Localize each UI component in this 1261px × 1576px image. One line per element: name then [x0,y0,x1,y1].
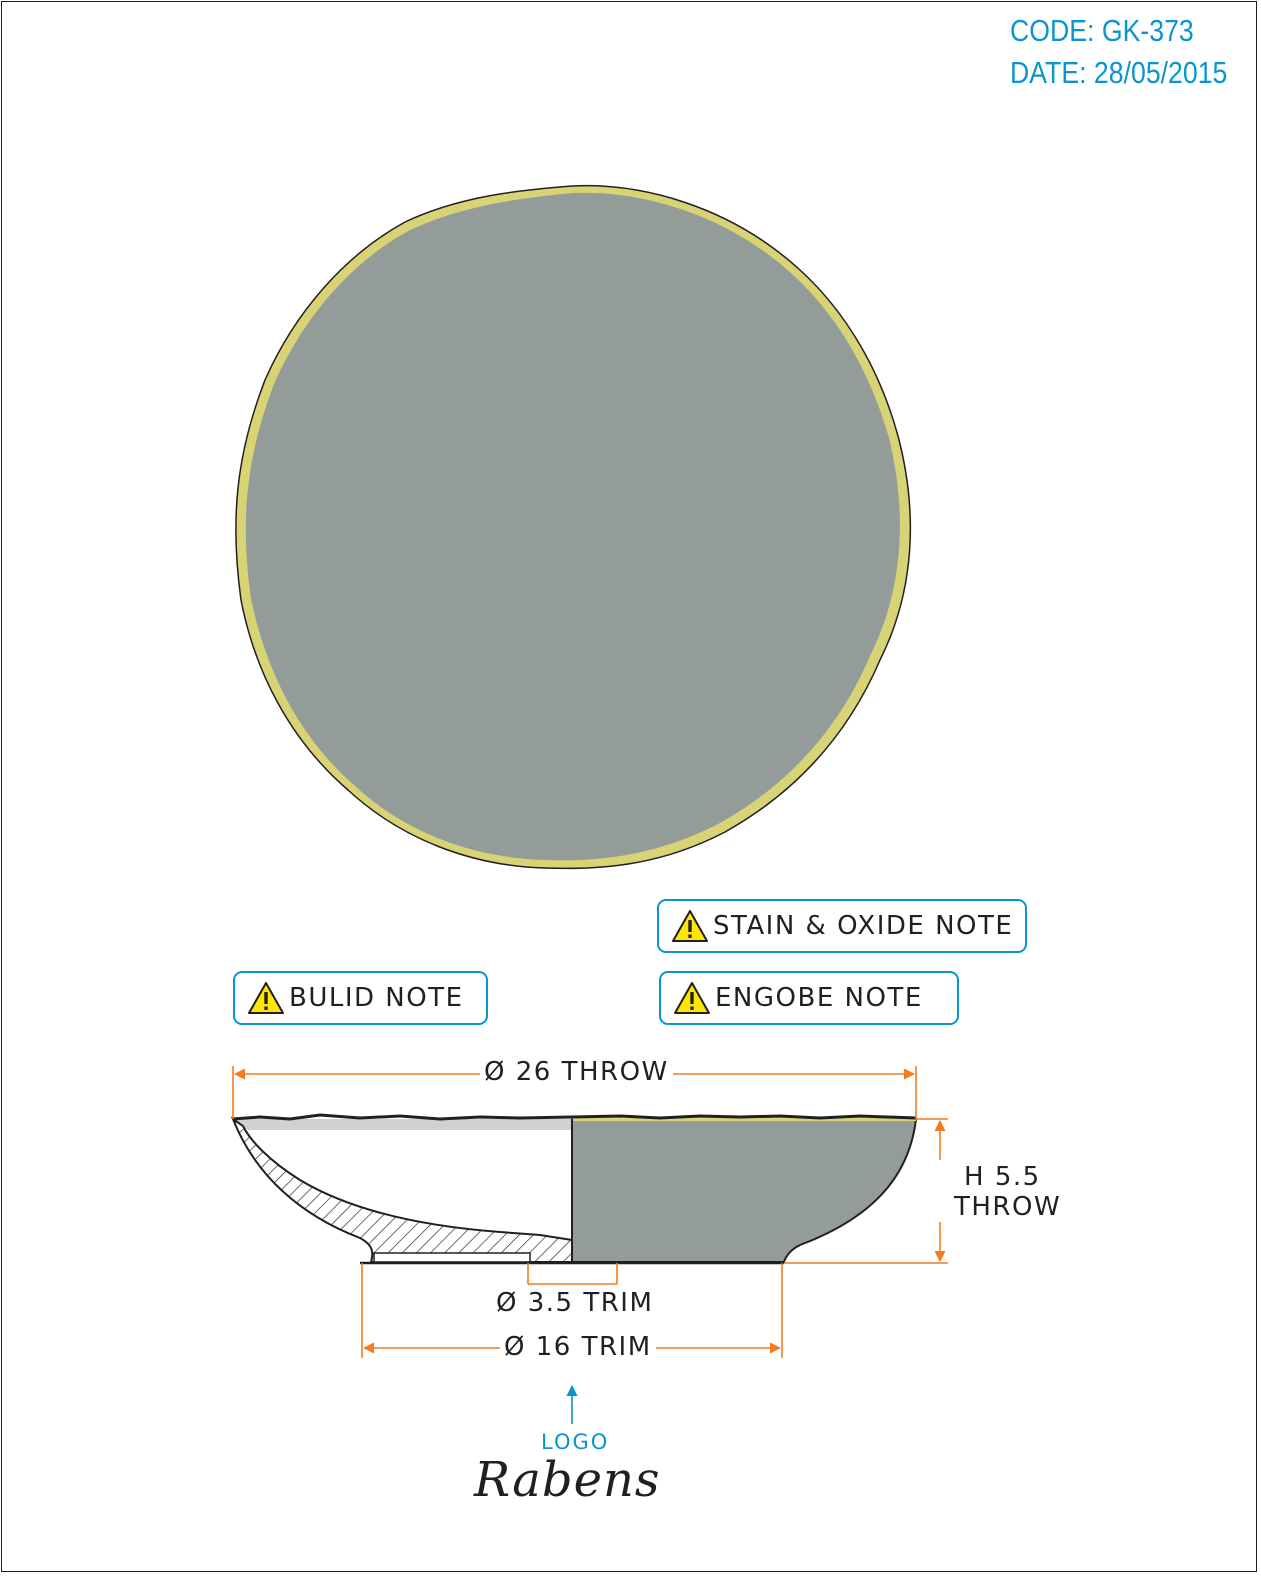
warning-icon [672,910,708,942]
drawing-date: DATE: 28/05/2015 [1010,55,1228,90]
foot-inner-label: Ø 3.5 TRIM [496,1288,654,1318]
warning-icon [248,982,284,1014]
build-note-label: BULID NOTE [289,983,464,1013]
foot-outer-label: Ø 16 TRIM [500,1332,656,1362]
engobe-note-label: ENGOBE NOTE [715,983,923,1013]
product-code: CODE: GK-373 [1010,13,1194,48]
plate-top-view [235,184,912,870]
logo-label: LOGO [541,1430,610,1454]
bowl-section-view [230,1113,918,1265]
brand-logo: Rabens [474,1452,661,1508]
height-label-line2: THROW [954,1192,1062,1222]
height-label-line1: H 5.5 [964,1162,1041,1192]
stain-oxide-note-label: STAIN & OXIDE NOTE [713,911,1014,941]
build-note[interactable]: BULID NOTE [233,971,488,1025]
dimension-lines [232,1066,948,1358]
warning-icon [674,982,710,1014]
throw-diameter-label: Ø 26 THROW [480,1057,673,1087]
stain-oxide-note[interactable]: STAIN & OXIDE NOTE [657,899,1027,953]
engobe-note[interactable]: ENGOBE NOTE [659,971,959,1025]
